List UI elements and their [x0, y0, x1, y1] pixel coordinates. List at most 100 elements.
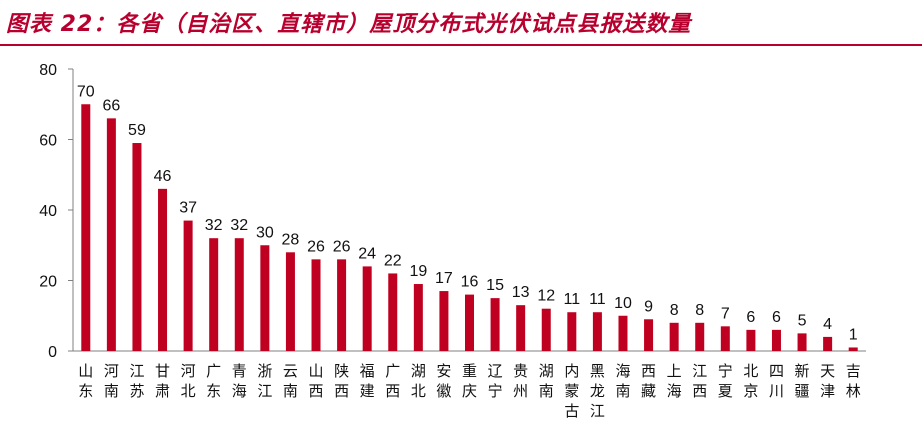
bar: [465, 294, 474, 351]
data-label: 13: [512, 284, 530, 301]
bar: [720, 326, 730, 351]
bar-series: [81, 104, 858, 351]
category-label: 广东: [206, 362, 221, 400]
category-label: 山西: [309, 362, 324, 400]
data-label: 28: [282, 231, 300, 248]
category-label: 天津: [820, 362, 835, 400]
bar: [771, 329, 781, 351]
data-label: 24: [358, 245, 376, 262]
category-label: 西藏: [641, 362, 656, 400]
category-label: 上海: [667, 362, 682, 400]
category-label: 广西: [385, 362, 400, 400]
data-label: 16: [461, 274, 479, 291]
bar: [695, 322, 705, 351]
bar: [567, 312, 577, 351]
data-label: 7: [721, 305, 730, 322]
bar: [592, 312, 602, 351]
data-label: 66: [102, 97, 120, 114]
data-label: 70: [77, 83, 95, 100]
data-label: 59: [128, 122, 146, 139]
data-label: 8: [695, 302, 704, 319]
bar: [337, 259, 347, 351]
category-label: 青海: [232, 362, 247, 400]
category-label: 江西: [692, 362, 707, 400]
title-bar: 图表 22：各省（自治区、直辖市）屋顶分布式光伏试点县报送数量: [0, 0, 922, 46]
bar: [439, 291, 449, 351]
bar: [388, 273, 398, 351]
category-label: 北京: [743, 362, 758, 400]
bar: [209, 238, 219, 351]
bar: [285, 252, 295, 351]
bar: [516, 305, 526, 351]
y-axis-ticks: 0 20 40 60 80: [39, 62, 73, 361]
bar: [311, 259, 321, 351]
bar: [490, 298, 500, 351]
category-label: 云南: [283, 362, 298, 400]
category-label: 安徽: [436, 362, 451, 400]
category-label: 吉林: [846, 362, 861, 400]
y-tick-label: 0: [48, 344, 57, 361]
data-label: 9: [644, 298, 653, 315]
category-labels: 山东河南江苏甘肃河北广东青海浙江云南山西陕西福建广西湖北安徽重庆辽宁贵州湖南内蒙…: [78, 362, 860, 420]
data-label: 11: [589, 291, 606, 308]
data-label: 46: [154, 168, 172, 185]
data-label: 19: [409, 263, 427, 280]
category-label: 福建: [360, 362, 375, 400]
data-label: 37: [179, 200, 197, 217]
bar: [81, 104, 91, 351]
data-label: 22: [384, 252, 402, 269]
y-tick-label: 40: [39, 203, 57, 220]
y-tick-label: 20: [39, 274, 57, 291]
category-label: 四川: [769, 362, 784, 400]
data-label: 1: [849, 326, 858, 343]
category-label: 贵州: [513, 362, 528, 400]
y-tick-label: 60: [39, 133, 57, 150]
data-label: 8: [670, 302, 679, 319]
category-label: 新疆: [795, 362, 810, 400]
bar: [132, 143, 142, 351]
bar: [413, 284, 423, 351]
bar: [669, 322, 679, 351]
data-label: 11: [564, 291, 581, 308]
bar: [618, 315, 628, 351]
data-label: 15: [486, 277, 504, 294]
category-label: 江苏: [129, 362, 144, 400]
category-label: 甘肃: [155, 362, 170, 400]
data-label: 30: [256, 224, 274, 241]
category-label: 内蒙古: [564, 362, 579, 420]
category-label: 宁夏: [718, 362, 733, 400]
bar: [158, 188, 168, 351]
category-label: 湖北: [411, 362, 426, 400]
data-label: 26: [333, 238, 351, 255]
category-label: 辽宁: [488, 362, 503, 400]
data-label: 17: [435, 270, 453, 287]
data-label: 32: [205, 217, 223, 234]
bar: [260, 245, 270, 351]
bar: [362, 266, 372, 351]
category-label: 陕西: [334, 362, 349, 400]
bar: [106, 118, 116, 351]
category-label: 湖南: [539, 362, 554, 400]
data-label: 26: [307, 238, 325, 255]
bar: [234, 238, 244, 351]
data-label: 32: [230, 217, 248, 234]
bar: [183, 220, 193, 351]
bar: [644, 319, 654, 351]
category-label: 重庆: [462, 362, 477, 400]
category-label: 海南: [615, 362, 630, 400]
bar: [541, 308, 551, 351]
data-label: 12: [537, 288, 555, 305]
y-tick-label: 80: [39, 62, 57, 79]
data-label: 6: [772, 309, 781, 326]
category-label: 河北: [181, 362, 196, 400]
data-label: 10: [614, 295, 632, 312]
bar: [848, 347, 858, 351]
category-label: 河南: [104, 362, 119, 400]
bar: [823, 336, 833, 351]
title-underline: [0, 44, 922, 46]
category-label: 浙江: [257, 362, 272, 400]
data-label: 5: [798, 312, 807, 329]
chart-title: 图表 22：各省（自治区、直辖市）屋顶分布式光伏试点县报送数量: [6, 12, 692, 37]
